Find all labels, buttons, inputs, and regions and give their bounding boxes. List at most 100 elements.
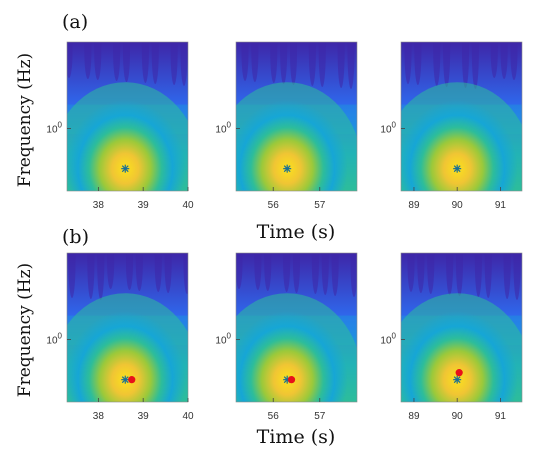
x-axis-label-top: Time (s) <box>257 221 336 243</box>
spectral-streak <box>107 253 115 289</box>
energy-peak-region <box>67 311 186 402</box>
spectral-streak <box>68 253 76 298</box>
spectral-streak <box>318 42 326 87</box>
spectral-streak <box>283 253 291 292</box>
spectral-streak <box>151 42 159 84</box>
spectral-streak <box>510 42 518 80</box>
spectral-streak <box>331 253 339 296</box>
peak-star-marker <box>453 164 462 173</box>
peak-star-marker <box>453 375 462 384</box>
spectral-streak <box>311 253 319 294</box>
x-tick-label: 56 <box>268 411 280 422</box>
spectral-streak <box>471 42 479 89</box>
text-layer: (a) (b) Frequency (Hz) Frequency (Hz) Ti… <box>15 11 335 448</box>
spectral-streak <box>87 253 95 299</box>
x-axis-label-bottom: Time (s) <box>257 426 336 448</box>
panel-b-1: 100 38 39 40 <box>46 252 194 422</box>
spectral-streak <box>183 253 188 294</box>
figure-label-a: (a) <box>62 11 88 33</box>
panel-frame <box>66 41 189 192</box>
panel-a-3: 100 89 90 91 <box>380 41 523 211</box>
y-axis-label-bottom: Frequency (Hz) <box>15 263 35 397</box>
energy-peak-region <box>67 100 186 191</box>
spectral-streak <box>154 253 162 292</box>
spectral-streak <box>484 253 492 298</box>
spectral-streak <box>94 42 102 80</box>
spectral-streak <box>404 42 412 84</box>
spectral-streak <box>503 253 511 299</box>
energy-peak-region <box>401 311 518 402</box>
spectral-streak <box>308 42 316 86</box>
spectral-streak <box>490 42 498 78</box>
figure-label-b: (b) <box>62 226 89 248</box>
spectral-streak <box>113 42 121 81</box>
x-tick-label: 89 <box>408 411 420 422</box>
spectral-streak <box>500 42 508 79</box>
spectral-streak <box>123 42 130 82</box>
y-tick-label: 100 <box>380 120 396 135</box>
x-tick-label: 56 <box>268 200 280 211</box>
instantaneous-frequency-dot <box>455 369 463 377</box>
panel-a-1: 100 38 39 40 <box>46 41 194 211</box>
instantaneous-frequency-dot <box>287 376 296 384</box>
spectral-streak <box>84 42 92 79</box>
x-tick-label: 57 <box>314 200 326 211</box>
panels-layer: 100 38 39 40 100 56 57 100 89 90 91 100 38 39 40 100 56 5… <box>46 41 523 422</box>
spectral-streak <box>427 253 435 294</box>
y-tick-label: 100 <box>215 120 231 135</box>
panel-frame <box>66 252 189 403</box>
spectral-streak <box>347 42 355 89</box>
x-tick-label: 89 <box>408 200 420 211</box>
panel-b-2: 100 56 57 <box>215 252 358 422</box>
spectral-streak <box>241 42 249 81</box>
spectral-streak <box>126 253 133 290</box>
spectral-streak <box>414 42 422 85</box>
x-tick-label: 40 <box>182 200 194 211</box>
x-tick-label: 57 <box>314 411 326 422</box>
spectral-streak <box>180 42 188 86</box>
energy-peak-region <box>401 100 518 191</box>
spectral-streak <box>474 253 482 297</box>
x-tick-label: 38 <box>93 200 105 211</box>
panel-frame <box>400 41 523 192</box>
spectral-streak <box>462 42 469 88</box>
spectral-streak <box>456 253 463 296</box>
panel-frame <box>235 41 358 192</box>
spectral-streak <box>251 42 259 82</box>
spectral-streak <box>141 42 149 83</box>
x-tick-label: 40 <box>182 411 194 422</box>
spectral-streak <box>164 253 172 293</box>
x-tick-label: 90 <box>452 200 464 211</box>
peak-star-marker <box>283 164 292 173</box>
panel-b-3: 100 89 90 91 <box>380 252 523 422</box>
spectral-streak <box>433 42 441 86</box>
peak-star-marker <box>121 375 130 384</box>
instantaneous-frequency-dot <box>128 376 136 384</box>
spectral-streak <box>417 253 425 293</box>
spectral-streak <box>236 253 243 289</box>
x-tick-label: 91 <box>495 411 507 422</box>
y-tick-label: 100 <box>46 120 62 135</box>
peak-star-marker <box>121 164 130 173</box>
spectral-streak <box>443 42 451 87</box>
spectral-streak <box>407 253 415 292</box>
spectral-streak <box>254 253 262 290</box>
spectral-streak <box>280 42 288 84</box>
spectral-streak <box>264 253 272 291</box>
spectral-streak <box>270 42 278 83</box>
x-tick-label: 38 <box>93 411 105 422</box>
energy-peak-region <box>236 311 348 402</box>
spectral-streak <box>321 253 329 295</box>
spectral-streak <box>337 42 345 88</box>
spectral-streak <box>293 253 300 293</box>
spectral-streak <box>97 253 105 300</box>
x-tick-label: 91 <box>495 200 507 211</box>
spectral-streak <box>170 42 178 85</box>
panel-frame <box>235 252 358 403</box>
energy-peak-region <box>236 100 348 191</box>
spectral-streak <box>67 42 73 78</box>
panel-frame <box>400 252 523 403</box>
spectral-streak <box>513 253 521 300</box>
